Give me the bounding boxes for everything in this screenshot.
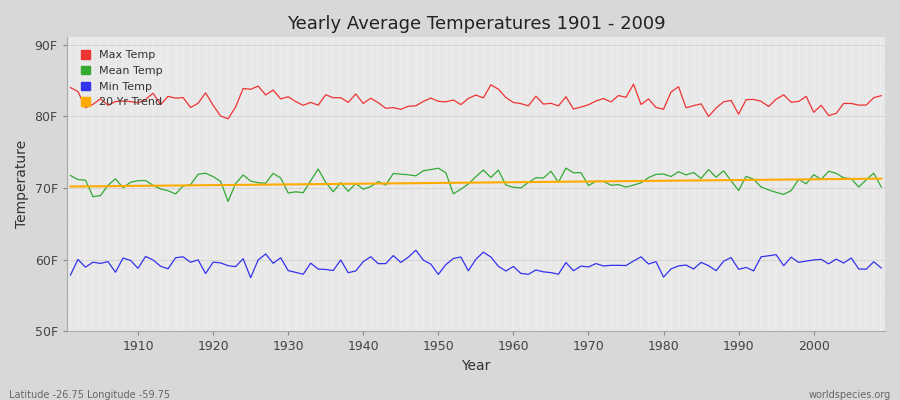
Y-axis label: Temperature: Temperature <box>15 140 29 228</box>
Legend: Max Temp, Mean Temp, Min Temp, 20 Yr Trend: Max Temp, Mean Temp, Min Temp, 20 Yr Tre… <box>76 46 166 112</box>
Text: Latitude -26.75 Longitude -59.75: Latitude -26.75 Longitude -59.75 <box>9 390 170 400</box>
X-axis label: Year: Year <box>461 359 491 373</box>
Title: Yearly Average Temperatures 1901 - 2009: Yearly Average Temperatures 1901 - 2009 <box>286 15 665 33</box>
Text: worldspecies.org: worldspecies.org <box>809 390 891 400</box>
